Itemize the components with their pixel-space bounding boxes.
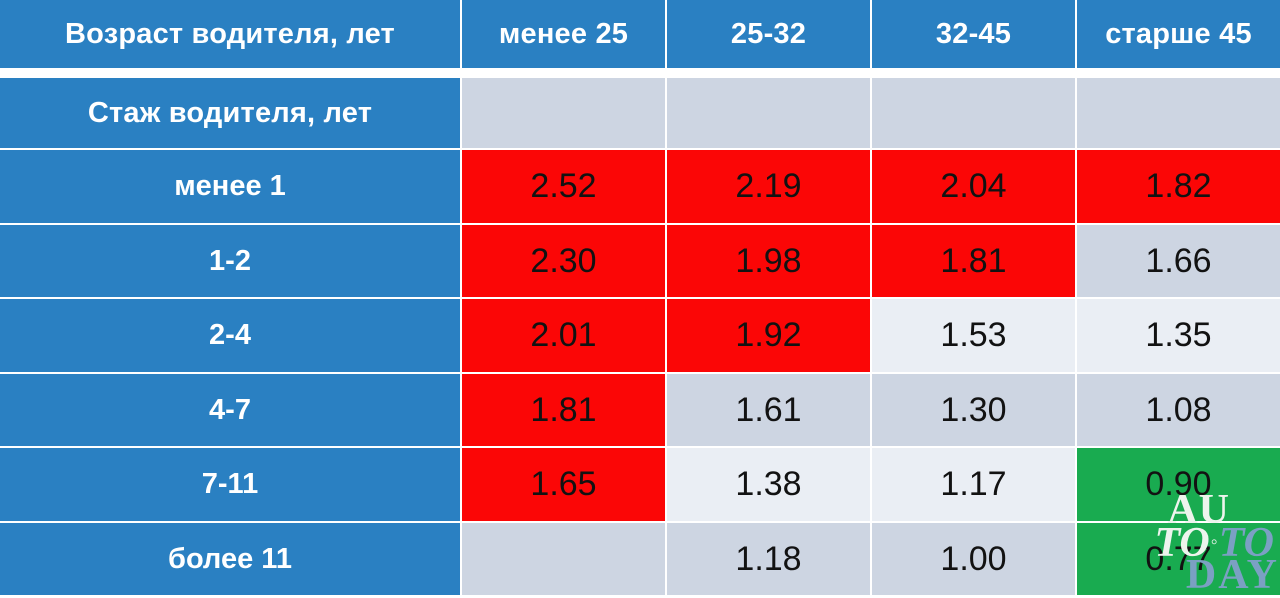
column-header-under-25: менее 25 [462,0,665,68]
row-label: 1-2 [0,225,460,297]
value-cell: 1.81 [462,374,665,446]
value-cell: 0.77 [1077,523,1280,595]
column-header-over-45: старше 45 [1077,0,1280,68]
value-cell: 2.01 [462,299,665,372]
value-cell: 1.17 [872,448,1075,521]
value-cell: 1.92 [667,299,870,372]
value-cell: 2.04 [872,150,1075,223]
value-cell: 0.90 [1077,448,1280,521]
empty-cell [462,78,665,148]
table-row: 1-2 2.30 1.98 1.81 1.66 [0,225,1280,297]
value-cell: 1.81 [872,225,1075,297]
table-row: 4-7 1.81 1.61 1.30 1.08 [0,374,1280,446]
value-cell: 1.38 [667,448,870,521]
table-row: 7-11 1.65 1.38 1.17 0.90 [0,448,1280,521]
value-cell: 2.19 [667,150,870,223]
empty-cell [1077,78,1280,148]
table-subheader-row: Стаж водителя, лет [0,78,1280,148]
table-row: более 11 1.18 1.00 0.77 [0,523,1280,595]
value-cell: 1.65 [462,448,665,521]
table-header-row: Возраст водителя, лет менее 25 25-32 32-… [0,0,1280,68]
value-cell: 1.18 [667,523,870,595]
empty-cell [667,78,870,148]
table-row: менее 1 2.52 2.19 2.04 1.82 [0,150,1280,223]
corner-header-cell: Возраст водителя, лет [0,0,460,68]
row-label: 7-11 [0,448,460,521]
empty-cell [872,78,1075,148]
column-header-25-32: 25-32 [667,0,870,68]
value-cell: 1.66 [1077,225,1280,297]
row-label: более 11 [0,523,460,595]
value-cell [462,523,665,595]
value-cell: 2.52 [462,150,665,223]
value-cell: 2.30 [462,225,665,297]
row-label: 4-7 [0,374,460,446]
value-cell: 1.98 [667,225,870,297]
value-cell: 1.30 [872,374,1075,446]
row-label: 2-4 [0,299,460,372]
experience-header-cell: Стаж водителя, лет [0,78,460,148]
value-cell: 1.61 [667,374,870,446]
value-cell: 1.82 [1077,150,1280,223]
table-body: менее 1 2.52 2.19 2.04 1.82 1-2 2.30 1.98 1.81 1.… [0,150,1280,595]
value-cell: 1.53 [872,299,1075,372]
value-cell: 1.00 [872,523,1075,595]
value-cell: 1.35 [1077,299,1280,372]
row-label: менее 1 [0,150,460,223]
value-cell: 1.08 [1077,374,1280,446]
table-row: 2-4 2.01 1.92 1.53 1.35 [0,299,1280,372]
column-header-32-45: 32-45 [872,0,1075,68]
